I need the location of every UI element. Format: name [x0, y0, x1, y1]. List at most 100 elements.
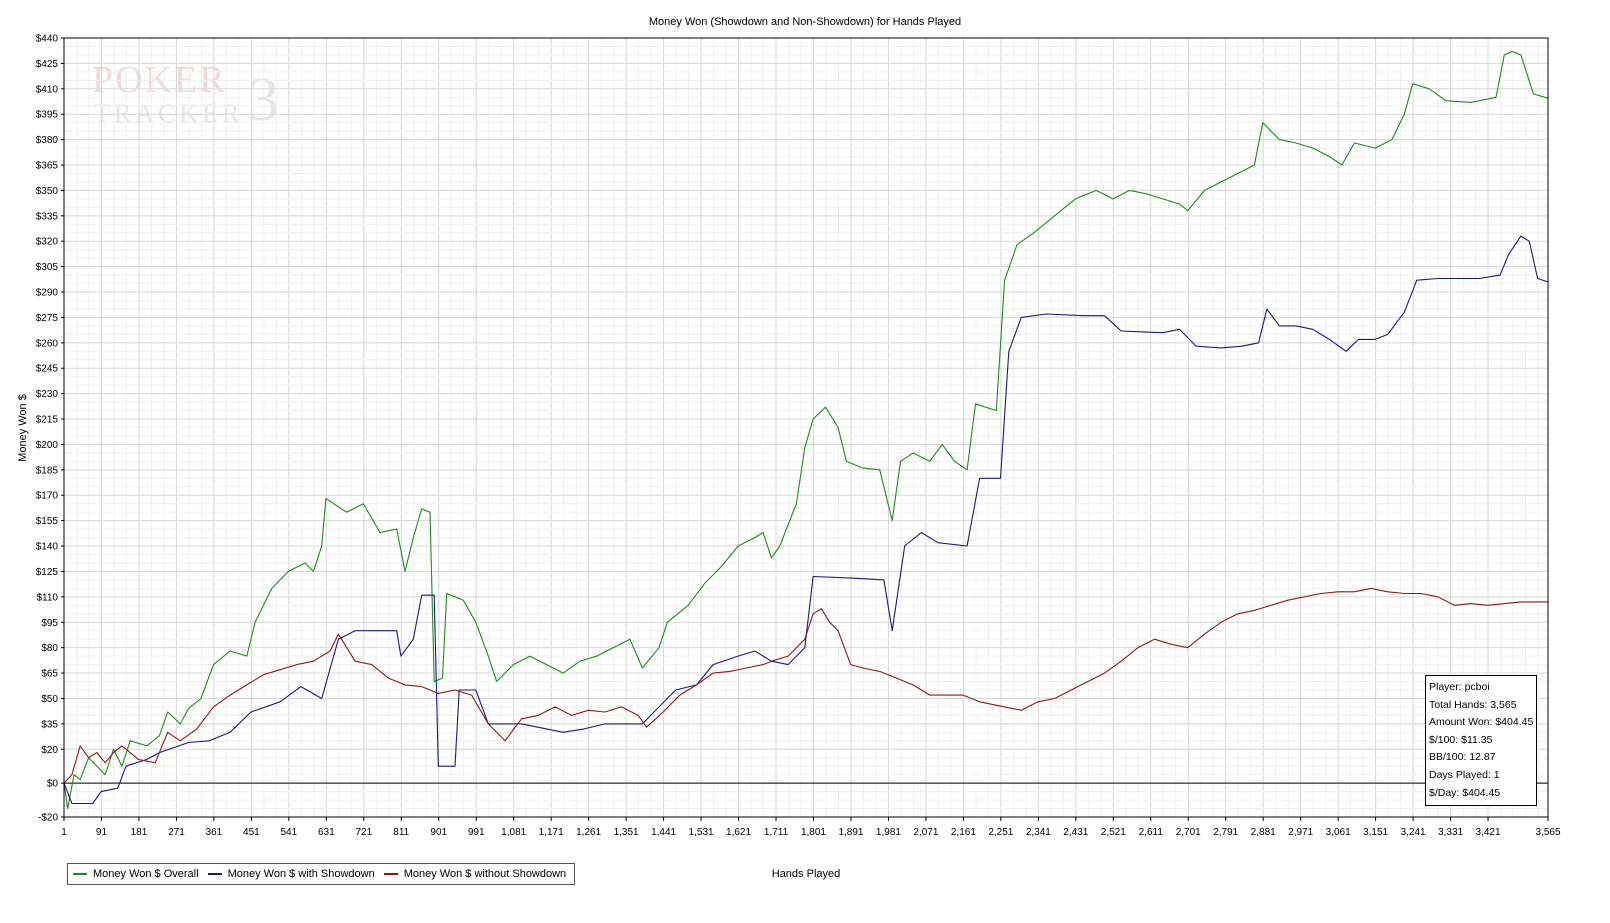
x-tick-label: 2,161: [951, 827, 976, 838]
y-tick-label: $335: [36, 211, 59, 222]
watermark-line2: TRACKER: [94, 99, 243, 128]
x-tick-label: 3,061: [1326, 827, 1351, 838]
x-tick-label: 1,981: [876, 827, 901, 838]
y-tick-label: $290: [36, 288, 59, 299]
legend-label-non-showdown: Money Won $ without Showdown: [403, 868, 567, 880]
x-tick-label: 3,151: [1363, 827, 1388, 838]
y-tick-label: $365: [36, 161, 59, 172]
y-tick-label: $50: [41, 694, 58, 705]
x-tick-label: 2,791: [1213, 827, 1238, 838]
series-line-with-showdown: [63, 235, 1549, 805]
y-tick-label: $395: [36, 110, 59, 121]
y-tick-label: $410: [36, 84, 59, 95]
x-tick-label: 2,881: [1251, 827, 1276, 838]
legend-item-overall: Money Won $ Overall: [73, 868, 199, 880]
y-tick-label: $125: [36, 567, 59, 578]
y-tick-label: $35: [41, 719, 58, 730]
x-tick-label: 1,351: [614, 827, 639, 838]
chart-title: Money Won (Showdown and Non-Showdown) fo…: [649, 16, 961, 28]
x-tick-label: 1,441: [651, 827, 676, 838]
x-tick-label: 631: [318, 827, 335, 838]
y-tick-label: $245: [36, 364, 59, 375]
x-axis-label: Hands Played: [772, 868, 841, 880]
y-tick-label: $170: [36, 491, 59, 502]
y-tick-label: $425: [36, 59, 59, 70]
series-line-overall: [63, 50, 1549, 810]
y-tick-label: $0: [47, 779, 59, 790]
grid-lines: [63, 37, 1549, 818]
y-tick-label: $230: [36, 389, 59, 400]
x-tick-label: 3,331: [1438, 827, 1463, 838]
legend-label-overall: Money Won $ Overall: [93, 868, 199, 880]
x-tick-label: 361: [206, 827, 223, 838]
x-tick-label: 181: [131, 827, 148, 838]
y-tick-label: $320: [36, 237, 59, 248]
x-tick-label: 3,421: [1476, 827, 1501, 838]
x-tick-label: 2,971: [1288, 827, 1313, 838]
series-line-without-showdown: [63, 587, 1548, 784]
x-tick-label: 2,521: [1101, 827, 1126, 838]
x-tick-label: 2,701: [1176, 827, 1201, 838]
y-tick-label: $200: [36, 440, 59, 451]
stat-bb-per-100: BB/100: 12.87: [1429, 751, 1496, 764]
legend-swatch-overall: [73, 873, 87, 875]
x-tick-label: 2,251: [988, 827, 1013, 838]
x-tick-label: 721: [355, 827, 372, 838]
x-tick-label: 1: [61, 827, 67, 838]
stat-per-day: $/Day: $404.45: [1429, 786, 1501, 799]
x-tick-label: 901: [430, 827, 447, 838]
stat-days-played: Days Played: 1: [1429, 768, 1500, 781]
x-tick-label: 2,341: [1026, 827, 1051, 838]
x-tick-label: 991: [468, 827, 485, 838]
x-axis-ticks: 1 91 181 271 361 451 541 631 721 811 901 991 1,081 1,…: [61, 817, 1561, 838]
legend-swatch-showdown: [207, 873, 222, 875]
x-tick-label: 451: [243, 827, 260, 838]
series-lines: [63, 50, 1549, 810]
y-tick-label: $185: [36, 465, 59, 476]
y-tick-label: $275: [36, 313, 59, 324]
y-tick-label: $440: [36, 34, 59, 45]
x-tick-label: 2,431: [1063, 827, 1088, 838]
x-tick-label: 1,171: [539, 827, 564, 838]
x-tick-label: 1,801: [801, 827, 826, 838]
y-tick-label: $65: [41, 669, 58, 680]
x-tick-label: 2,611: [1139, 827, 1164, 838]
x-tick-label: 1,531: [689, 827, 714, 838]
y-tick-label: -$20: [38, 813, 58, 824]
y-tick-label: $380: [36, 135, 59, 146]
x-tick-label: 1,711: [764, 827, 789, 838]
y-tick-label: $215: [36, 415, 59, 426]
x-tick-label: 91: [96, 827, 108, 838]
x-tick-label: 271: [168, 827, 185, 838]
y-tick-label: $155: [36, 516, 59, 527]
x-tick-label: 541: [281, 827, 298, 838]
x-tick-label: 1,621: [726, 827, 751, 838]
plot-frame: [63, 37, 1549, 818]
legend-label-showdown: Money Won $ with Showdown: [227, 868, 375, 880]
x-tick-label: 1,261: [576, 827, 601, 838]
y-tick-label: $260: [36, 338, 59, 349]
x-tick-label: 811: [393, 827, 409, 838]
stat-player: Player: pcboi: [1429, 681, 1490, 693]
stat-amount-won: Amount Won: $404.45: [1429, 716, 1534, 729]
x-tick-label: 1,081: [501, 827, 526, 838]
y-tick-label: $20: [41, 745, 58, 756]
y-axis-ticks: -$20 $0 $20 $35 $50 $65 $80 $95 $110 $125 $140 $155…: [36, 34, 64, 824]
legend-item-non-showdown: Money Won $ without Showdown: [383, 868, 567, 880]
y-tick-label: $80: [41, 643, 58, 654]
y-tick-label: $305: [36, 262, 59, 273]
x-tick-label: 3,241: [1401, 827, 1426, 838]
stat-per-100: $/100: $11.35: [1429, 733, 1493, 746]
y-tick-label: $350: [36, 186, 59, 197]
chart-legend: Money Won $ Overall Money Won $ with Sho…: [67, 863, 576, 885]
y-tick-label: $140: [36, 542, 59, 553]
x-tick-label: 3,565: [1535, 827, 1560, 838]
y-tick-label: $95: [41, 618, 58, 629]
player-stats-box: Player: pcboi Total Hands: 3,565 Amount …: [1425, 675, 1537, 807]
x-tick-label: 1,891: [838, 827, 863, 838]
stat-total-hands: Total Hands: 3,565: [1429, 698, 1517, 711]
y-axis-label: Money Won $: [17, 394, 29, 462]
legend-item-showdown: Money Won $ with Showdown: [207, 868, 375, 880]
x-tick-label: 2,071: [913, 827, 938, 838]
